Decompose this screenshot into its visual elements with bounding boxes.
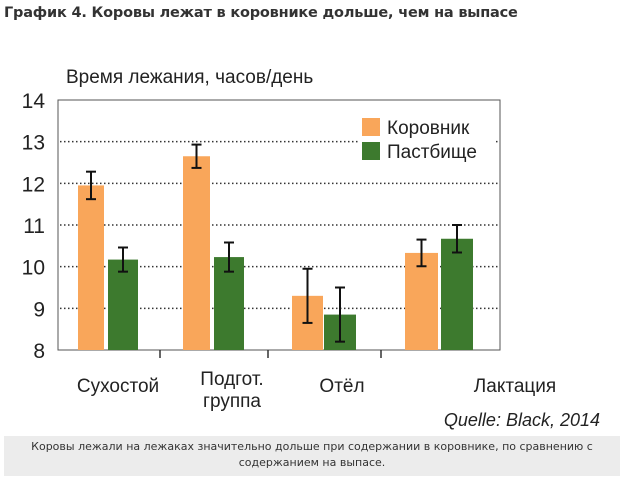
- plot-frame: [57, 99, 501, 351]
- bar: [405, 252, 438, 350]
- y-tick-label: 8: [33, 340, 45, 363]
- category-label: Сухостой: [77, 376, 159, 397]
- y-tick-label: 9: [33, 298, 45, 321]
- source-label: Quelle: Black, 2014: [444, 410, 600, 430]
- category-label: Отёл: [319, 376, 364, 397]
- y-tick-label: 11: [23, 215, 45, 238]
- y-tick-label: 12: [22, 173, 45, 196]
- y-tick-label: 14: [22, 90, 46, 113]
- bar: [78, 185, 104, 350]
- legend-box: [360, 112, 495, 172]
- bar-chart: Время лежания, часов/день 8 9 10 11 12 13 14 Кор…: [22, 67, 600, 430]
- bar: [441, 238, 473, 350]
- legend-label: Пастбище: [387, 142, 477, 163]
- category-label: Подгот.: [200, 369, 263, 390]
- category-label: Лактация: [474, 376, 556, 397]
- y-tick-label: 10: [22, 257, 45, 280]
- legend-swatch: [362, 118, 380, 136]
- y-tick-label: 13: [22, 132, 45, 155]
- category-label: группа: [203, 391, 261, 412]
- legend-swatch: [362, 142, 380, 160]
- legend-label: Коровник: [387, 118, 470, 139]
- bar: [108, 259, 138, 350]
- y-axis-title: Время лежания, часов/день: [66, 67, 313, 88]
- chart-caption: Коровы лежали на лежаках значительно дол…: [4, 436, 620, 476]
- bar: [183, 156, 210, 350]
- page-title: График 4. Коровы лежат в коровнике дольш…: [4, 5, 518, 21]
